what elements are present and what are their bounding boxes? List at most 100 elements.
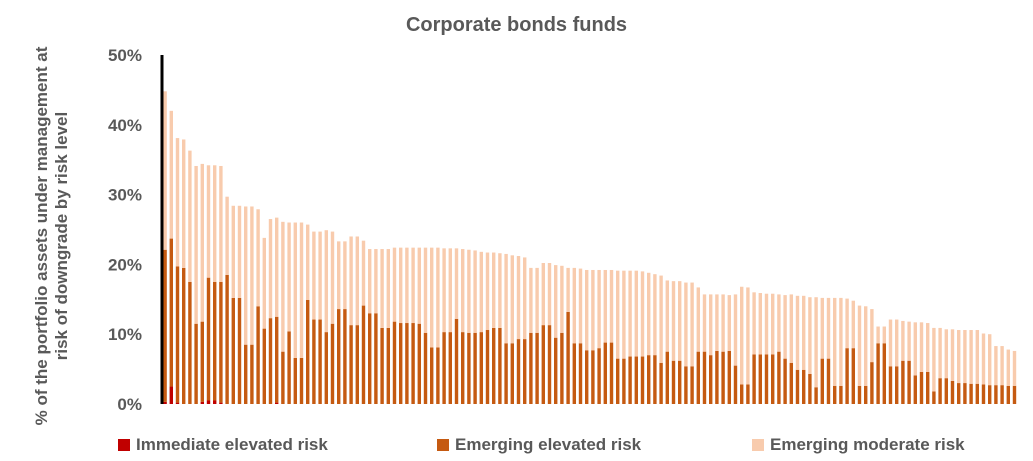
- bar-segment-series-1: [988, 385, 992, 404]
- bar-segment-series-1: [262, 328, 266, 404]
- bar-segment-series-2: [975, 330, 980, 384]
- bar-segment-series-1: [628, 356, 632, 404]
- bar-segment-series-2: [746, 287, 750, 385]
- bar-segment-series-2: [671, 281, 676, 361]
- bar-segment-series-2: [839, 297, 843, 386]
- bar-segment-series-1: [802, 369, 806, 404]
- bar-segment-series-2: [591, 269, 595, 351]
- y-tick-label: 0%: [117, 395, 142, 414]
- bar-segment-series-2: [436, 247, 440, 348]
- bar-segment-series-2: [560, 265, 564, 333]
- bar-segment-series-1: [740, 384, 744, 404]
- bar-segment-series-2: [1006, 349, 1011, 386]
- bar-segment-series-1: [653, 355, 657, 404]
- bar-segment-series-1: [789, 362, 794, 404]
- bar-segment-series-1: [281, 351, 285, 404]
- bar-segment-series-1: [758, 354, 763, 404]
- bar-segment-series-2: [188, 150, 192, 282]
- bar-segment-series-1: [603, 342, 608, 404]
- bar-segment-series-0: [175, 402, 180, 404]
- bar-segment-series-1: [423, 332, 428, 404]
- bar-segment-series-1: [430, 347, 434, 404]
- bar-segment-series-1: [299, 357, 304, 404]
- bar-segment-series-1: [492, 327, 496, 404]
- bar-segment-series-1: [504, 343, 508, 404]
- bar-segment-series-1: [1000, 385, 1004, 404]
- bar-segment-series-1: [684, 366, 688, 404]
- bar-segment-series-2: [430, 247, 434, 348]
- bar-segment-series-2: [281, 221, 285, 352]
- bar-segment-series-1: [498, 327, 502, 404]
- bar-segment-series-1: [324, 332, 329, 404]
- bar-segment-series-2: [386, 249, 391, 328]
- legend-label-emerging-moderate: Emerging moderate risk: [770, 435, 965, 454]
- bar-segment-series-2: [826, 297, 831, 359]
- bar-segment-series-2: [1000, 346, 1004, 386]
- legend-swatch-immediate-elevated: [118, 439, 130, 451]
- bar-segment-series-2: [169, 110, 173, 239]
- y-tick-label: 20%: [108, 255, 142, 274]
- bar-segment-series-2: [919, 322, 924, 372]
- bar-segment-series-1: [485, 330, 490, 404]
- bar-segment-series-1: [634, 356, 639, 404]
- bar-segment-series-2: [299, 222, 304, 358]
- bar-segment-series-2: [876, 326, 880, 344]
- bar-segment-series-1: [293, 357, 298, 404]
- bar-segment-series-2: [337, 241, 341, 310]
- bar-segment-series-2: [647, 272, 651, 356]
- bar-segment-series-1: [609, 342, 614, 404]
- bar-segment-series-2: [981, 333, 986, 385]
- bar-segment-series-1: [541, 325, 546, 404]
- bar-segment-series-2: [213, 165, 217, 282]
- bar-segment-series-1: [690, 366, 694, 404]
- bar-segment-series-1: [225, 274, 229, 404]
- bar-segment-series-1: [585, 350, 589, 404]
- bar-segment-series-1: [591, 350, 595, 404]
- bar-segment-series-1: [374, 313, 378, 404]
- bar-segment-series-1: [169, 238, 173, 387]
- bar-segment-series-1: [442, 332, 446, 404]
- bar-segment-series-0: [206, 400, 211, 404]
- bar-segment-series-2: [541, 263, 546, 326]
- bar-segment-series-1: [510, 343, 514, 404]
- bar-segment-series-2: [454, 248, 459, 319]
- bar-segment-series-1: [814, 387, 818, 404]
- y-tick-label: 50%: [108, 46, 142, 65]
- bar-segment-series-1: [764, 354, 769, 404]
- bar-segment-series-1: [380, 327, 384, 404]
- bar-segment-series-1: [926, 371, 930, 404]
- bar-segment-series-2: [833, 297, 837, 386]
- bar-segment-series-1: [820, 358, 825, 404]
- bar-segment-series-2: [901, 320, 905, 361]
- bar-segment-series-0: [275, 402, 279, 404]
- bar-segment-series-1: [200, 321, 204, 402]
- bar-segment-series-2: [938, 327, 942, 379]
- bar-segment-series-1: [597, 348, 601, 404]
- bar-segment-series-2: [622, 270, 626, 359]
- bar-segment-series-2: [888, 319, 893, 367]
- bar-segment-series-2: [485, 252, 490, 331]
- bar-segment-series-1: [746, 384, 750, 404]
- bar-segment-series-1: [163, 249, 167, 402]
- bar-segment-series-1: [206, 277, 211, 401]
- bar-segment-series-1: [870, 362, 874, 404]
- bar-segment-series-2: [293, 222, 298, 358]
- bar-segment-series-1: [529, 332, 533, 404]
- bar-segment-series-1: [950, 380, 955, 404]
- bar-segment-series-1: [795, 369, 800, 404]
- bar-segment-series-1: [709, 355, 713, 404]
- bar-segment-series-2: [851, 300, 856, 349]
- bar-segment-series-2: [585, 269, 589, 351]
- bar-segment-series-2: [709, 294, 713, 356]
- bar-segment-series-2: [733, 294, 738, 366]
- bar-segment-series-1: [436, 347, 440, 404]
- bar-segment-series-2: [727, 295, 732, 351]
- legend-swatch-emerging-moderate: [752, 439, 764, 451]
- bar-segment-series-2: [944, 329, 949, 379]
- bar-segment-series-1: [857, 385, 862, 404]
- chart-title: Corporate bonds funds: [405, 14, 628, 36]
- bar-segment-series-2: [467, 249, 471, 333]
- bar-segment-series-1: [399, 323, 403, 404]
- bar-segment-series-2: [461, 249, 465, 333]
